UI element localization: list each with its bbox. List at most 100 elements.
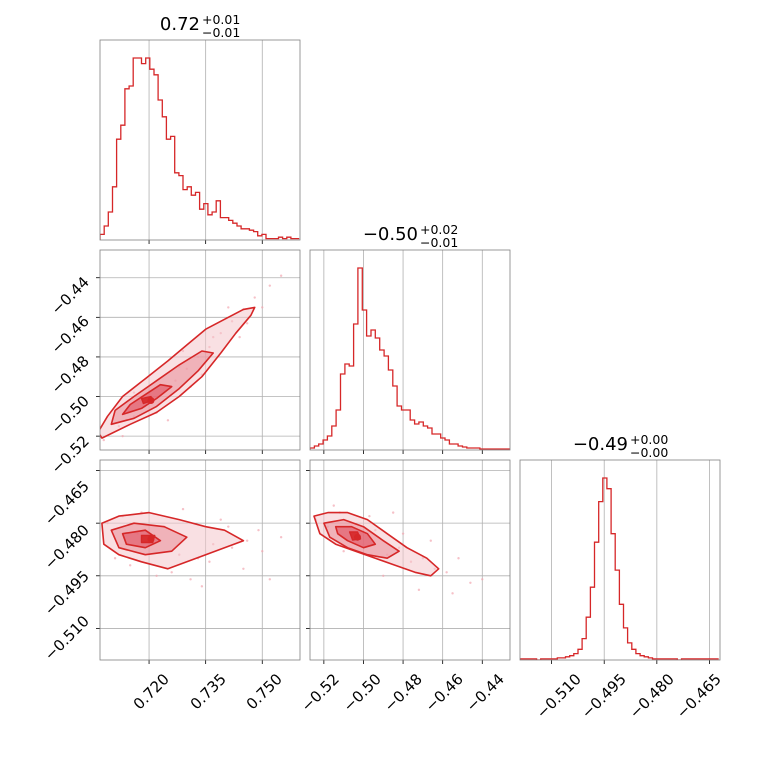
title-p2-value: −0.49 (573, 434, 628, 455)
panel-hist_p2 (519, 459, 721, 664)
density-peak (147, 396, 155, 404)
density-peak (147, 535, 155, 543)
title-p1-value: −0.50 (363, 224, 418, 245)
y-tick-label: −0.44 (48, 273, 93, 318)
x-tick-label: −0.510 (533, 670, 585, 722)
scatter-point (261, 550, 264, 553)
scatter-point (332, 504, 335, 507)
y-tick-label: −0.495 (41, 567, 93, 619)
scatter-point (429, 539, 432, 542)
y-tick-label: −0.52 (48, 432, 93, 477)
title-p0: 0.72 +0.01 −0.01 (160, 12, 240, 40)
x-tick-label: −0.480 (626, 670, 678, 722)
scatter-point (219, 518, 222, 521)
scatter-point (445, 571, 448, 574)
x-tick-labels-col2: −0.510 −0.495 −0.480 −0.465 (533, 670, 725, 722)
scatter-point (342, 550, 345, 553)
x-tick-label: 0.720 (130, 670, 173, 713)
title-p1-sub: −0.01 (420, 235, 458, 250)
x-tick-labels-col0: 0.720 0.735 0.750 (130, 670, 286, 713)
scatter-point (401, 532, 405, 535)
histogram-bars (310, 267, 510, 450)
density-peak (354, 533, 362, 541)
y-tick-label: −0.46 (48, 312, 93, 357)
plot-area (313, 504, 484, 595)
x-tick-label: −0.44 (463, 670, 508, 715)
histogram-bars (520, 477, 719, 660)
title-p2-sub: −0.00 (630, 445, 668, 460)
scatter-point (481, 578, 484, 581)
scatter-point (121, 434, 124, 438)
scatter-point (102, 438, 105, 442)
scatter-point (279, 274, 283, 277)
x-tick-label: −0.52 (298, 670, 343, 715)
scatter-point (181, 507, 185, 511)
panel-scatter_p1_p2 (306, 459, 511, 664)
axes-frame (99, 39, 301, 241)
title-p1: −0.50 +0.02 −0.01 (363, 222, 458, 250)
axes-frame (519, 459, 721, 661)
y-tick-label: −0.480 (41, 521, 93, 573)
histogram-bars (100, 57, 300, 240)
scatter-point (245, 539, 249, 542)
scatter-point (457, 557, 460, 560)
title-p0-sup: +0.01 (202, 12, 240, 27)
scatter-point (451, 592, 454, 595)
scatter-point (238, 335, 241, 339)
scatter-point (257, 528, 260, 532)
scatter-point (391, 511, 395, 514)
y-tick-label: −0.48 (48, 352, 93, 397)
scatter-point (368, 514, 371, 518)
scatter-point (189, 578, 192, 581)
title-p0-sub: −0.01 (202, 25, 240, 40)
scatter-point (200, 585, 204, 588)
axes-frame (309, 249, 511, 451)
title-p0-value: 0.72 (160, 14, 200, 35)
x-tick-label: −0.48 (381, 670, 426, 715)
y-tick-labels-row2: −0.465 −0.480 −0.495 −0.510 (41, 477, 93, 664)
x-tick-label: −0.495 (578, 670, 630, 722)
scatter-point (166, 419, 170, 422)
title-p2: −0.49 +0.00 −0.00 (573, 432, 669, 460)
svg-text:0.72: 0.72 (160, 14, 200, 35)
plot-area (100, 274, 283, 442)
panel-hist_p1 (309, 249, 511, 454)
title-p1-sup: +0.02 (420, 222, 458, 237)
scatter-point (227, 306, 230, 309)
x-tick-label: 0.735 (187, 670, 230, 713)
scatter-point (253, 296, 256, 299)
scatter-point (128, 564, 132, 567)
axes-frame (99, 249, 301, 451)
scatter-point (230, 546, 234, 549)
x-tick-label: −0.50 (340, 670, 385, 715)
plot-area (101, 507, 283, 588)
scatter-point (417, 588, 421, 592)
title-p2-sup: +0.00 (630, 432, 668, 447)
x-tick-labels-col1: −0.52 −0.50 −0.48 −0.46 −0.44 (298, 670, 508, 715)
panel-hist_p0 (99, 39, 301, 244)
y-tick-label: −0.510 (41, 612, 93, 664)
scatter-point (227, 525, 230, 528)
scatter-point (382, 574, 385, 577)
scatter-point (268, 284, 272, 287)
scatter-point (279, 535, 283, 539)
scatter-point (113, 557, 117, 560)
scatter-point (261, 306, 264, 309)
axes-frame (99, 459, 301, 661)
scatter-point (242, 567, 245, 570)
x-tick-label: −0.465 (673, 670, 725, 722)
scatter-point (469, 581, 472, 585)
scatter-point (245, 322, 249, 325)
x-tick-label: 0.750 (243, 670, 286, 713)
x-tick-label: −0.46 (422, 670, 467, 715)
scatter-point (155, 574, 158, 577)
panel-scatter_p0_p2 (96, 459, 301, 664)
y-tick-label: −0.465 (41, 477, 93, 529)
panel-scatter_p0_p1 (96, 249, 301, 454)
axes-frame (309, 459, 511, 661)
scatter-point (208, 560, 211, 563)
y-tick-label: −0.50 (48, 392, 93, 437)
scatter-point (170, 571, 173, 574)
scatter-point (268, 578, 272, 581)
